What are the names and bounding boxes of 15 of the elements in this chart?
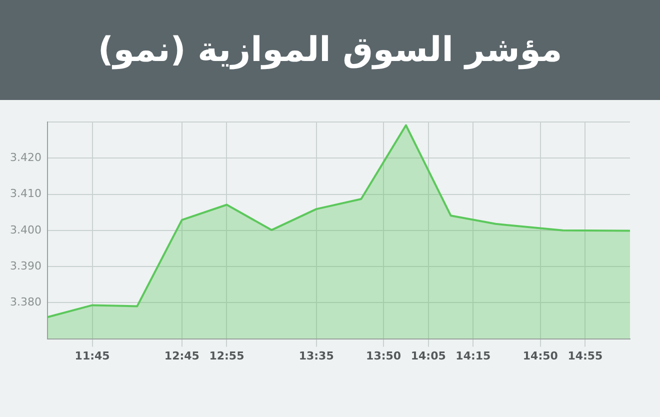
x-tick-label: 14:50 <box>522 349 558 362</box>
y-tick-label: 3.390 <box>10 259 42 272</box>
x-tick-label: 12:55 <box>209 349 244 362</box>
y-tick-label: 3.410 <box>10 187 42 200</box>
x-tick-label: 13:35 <box>298 349 334 362</box>
chart-title: مؤشر السوق الموازية (نمو) <box>98 30 562 70</box>
x-tick-label: 13:50 <box>366 349 402 362</box>
y-tick-label: 3.400 <box>10 223 42 236</box>
x-tick-label: 14:55 <box>568 349 603 362</box>
x-tick-label: 12:45 <box>164 349 200 362</box>
x-tick-label: 11:45 <box>74 349 110 362</box>
y-tick-label: 3.420 <box>10 150 42 164</box>
y-tick-label: 3.380 <box>10 296 42 309</box>
x-tick-label: 14:05 <box>410 349 446 362</box>
x-tick-label: 14:15 <box>456 349 491 362</box>
